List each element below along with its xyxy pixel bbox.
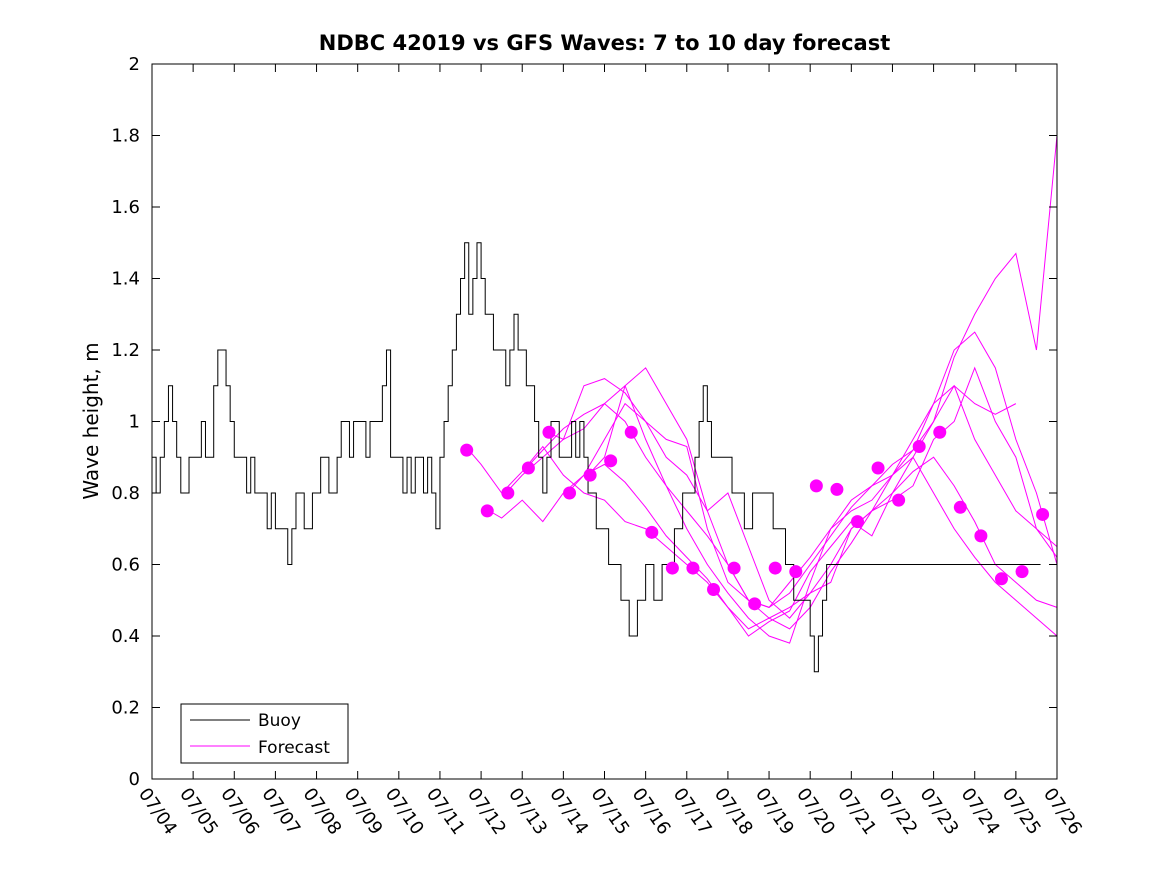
legend: Buoy Forecast (180, 703, 349, 764)
legend-buoy-label: Buoy (258, 711, 301, 731)
forecast-marker (521, 461, 535, 475)
forecast-lines (468, 135, 1058, 644)
forecast-run-line (489, 456, 1058, 637)
y-tick-label: 0.6 (111, 555, 140, 576)
forecast-marker (768, 561, 782, 575)
x-tick-label: 07/26 (1039, 784, 1086, 839)
x-tick-label: 07/20 (792, 784, 839, 839)
forecast-marker (912, 440, 926, 454)
y-tick-label: 1.2 (111, 340, 140, 361)
forecast-marker (994, 572, 1008, 586)
forecast-marker (933, 425, 947, 439)
forecast-marker (789, 565, 803, 579)
forecast-marker (748, 597, 762, 611)
forecast-run-line (505, 331, 1058, 644)
forecast-run-line (525, 135, 1058, 630)
forecast-markers (460, 425, 1050, 611)
x-tick-label: 07/18 (710, 784, 757, 839)
y-tick-label: 1 (129, 412, 140, 433)
forecast-run-line (468, 445, 1058, 637)
x-tick-label: 07/12 (463, 784, 510, 839)
plot-area-background (152, 64, 1057, 779)
x-tick-label: 07/05 (175, 784, 222, 839)
y-tick-label: 0 (129, 769, 140, 790)
x-tick-label: 07/11 (422, 784, 469, 839)
forecast-marker (686, 561, 700, 575)
forecast-marker (1036, 507, 1050, 521)
y-tick-label: 1.6 (111, 197, 140, 218)
forecast-marker (707, 583, 721, 597)
y-axis-label: Wave height, m (79, 342, 103, 499)
legend-box (180, 703, 349, 764)
y-tick-label: 0.8 (111, 483, 140, 504)
x-tick-label: 07/10 (381, 784, 428, 839)
forecast-run-line (567, 384, 1058, 608)
x-tick-label: 07/15 (586, 784, 633, 839)
forecast-marker (563, 486, 577, 500)
x-tick-label: 07/24 (957, 784, 1004, 839)
chart-title: NDBC 42019 vs GFS Waves: 7 to 10 day for… (318, 31, 891, 55)
x-tick-label: 07/13 (504, 784, 551, 839)
forecast-marker (850, 515, 864, 529)
x-tick-label: 07/23 (916, 784, 963, 839)
x-tick-label: 07/16 (628, 784, 675, 839)
forecast-marker (1015, 565, 1029, 579)
y-tick-label: 1.4 (111, 269, 140, 290)
forecast-marker (953, 500, 967, 514)
forecast-marker (583, 468, 597, 482)
forecast-run-line (587, 367, 1017, 608)
forecast-marker (809, 479, 823, 493)
x-tick-label: 07/04 (134, 784, 181, 839)
forecast-marker (974, 529, 988, 543)
x-tick-label: 07/08 (299, 784, 346, 839)
forecast-marker (645, 525, 659, 539)
forecast-marker (460, 443, 474, 457)
forecast-marker (501, 486, 515, 500)
x-tick-label: 07/14 (545, 784, 592, 839)
y-tick-label: 0.2 (111, 698, 140, 719)
forecast-marker (665, 561, 679, 575)
forecast-marker (727, 561, 741, 575)
x-tick-label: 07/21 (833, 784, 880, 839)
x-tick-label: 07/17 (669, 784, 716, 839)
x-tick-label: 07/22 (874, 784, 921, 839)
y-tick-label: 1.8 (111, 126, 140, 147)
forecast-marker (892, 493, 906, 507)
y-tick-label: 2 (129, 54, 140, 75)
x-tick-label: 07/07 (257, 784, 304, 839)
x-tick-label: 07/19 (751, 784, 798, 839)
y-tick-label: 0.4 (111, 626, 140, 647)
legend-forecast-label: Forecast (258, 738, 330, 758)
forecast-marker (604, 454, 618, 468)
x-tick-label: 07/09 (340, 784, 387, 839)
x-tick-label: 07/06 (216, 784, 263, 839)
forecast-marker (871, 461, 885, 475)
buoy-line (152, 242, 1041, 673)
buoy-series-line (152, 242, 1041, 673)
forecast-marker (830, 482, 844, 496)
forecast-run-line (546, 366, 1058, 619)
forecast-marker (542, 425, 556, 439)
forecast-marker (624, 425, 638, 439)
x-tick-label: 07/25 (998, 784, 1045, 839)
forecast-marker (480, 504, 494, 518)
